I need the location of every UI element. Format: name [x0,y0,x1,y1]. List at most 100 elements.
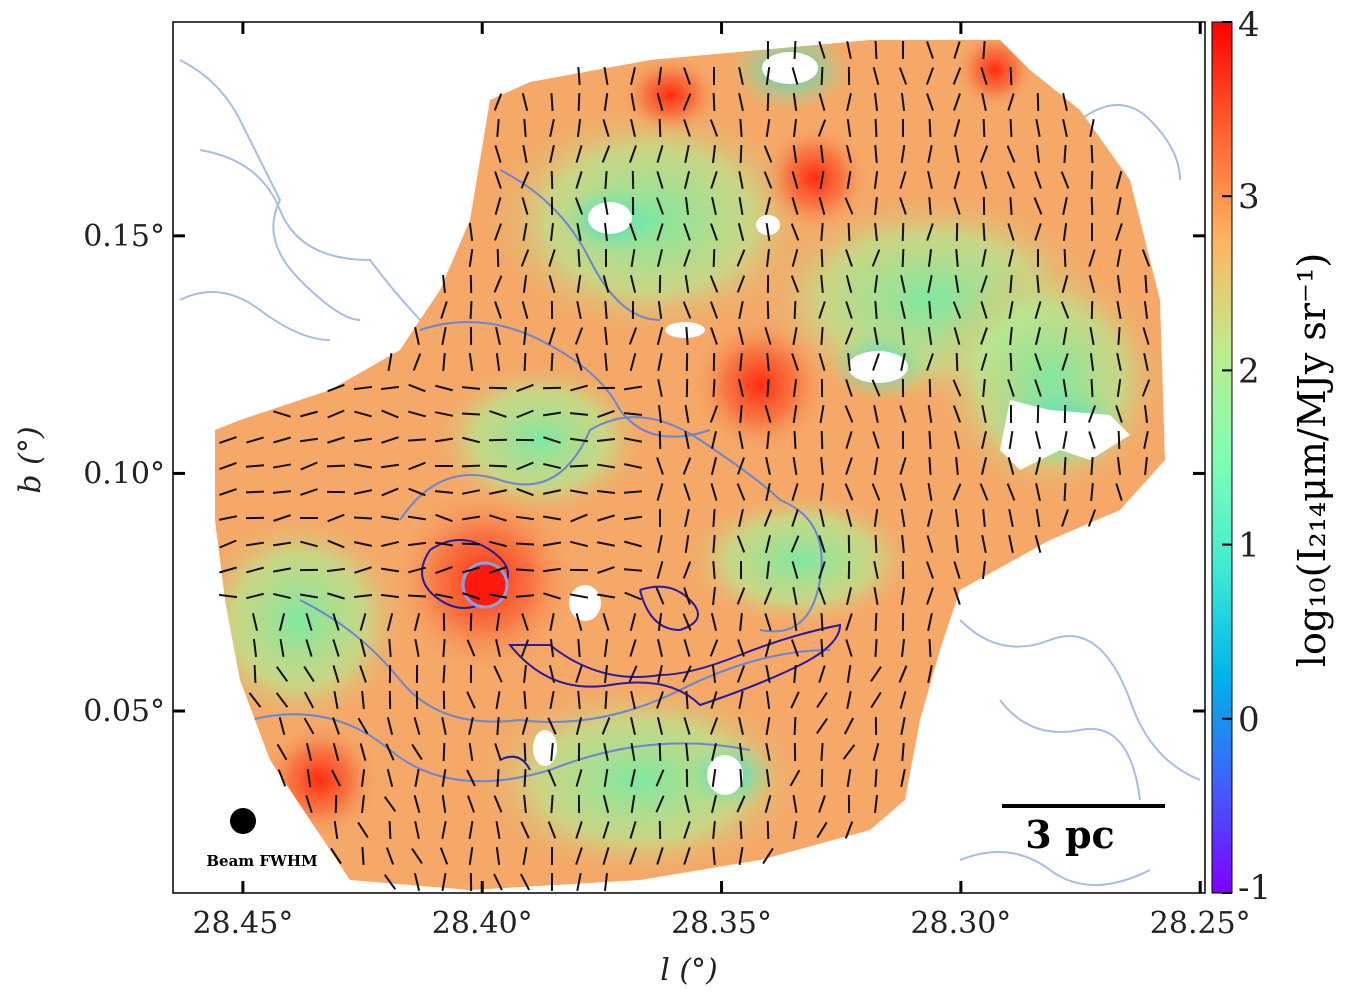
vector [467,795,475,813]
vector [846,92,852,112]
vector [980,67,988,85]
vector [955,352,959,372]
vector [684,508,690,528]
vector [764,197,772,215]
vector [442,664,446,684]
vector [683,587,691,605]
vector [441,872,447,892]
vector [874,534,878,554]
vector [683,249,691,267]
vector [818,561,826,579]
vector [738,300,744,320]
vector [928,456,932,476]
vector [628,665,638,683]
vector [1090,144,1094,164]
vector [845,509,853,527]
vector [494,145,502,163]
vector [515,515,535,521]
vector [657,612,663,632]
vector [738,717,744,735]
vector [709,301,719,319]
vector [602,613,610,631]
vector [253,664,257,684]
vector [1009,196,1013,216]
vector [927,248,933,268]
vector [738,92,744,112]
vector [574,197,584,215]
vector [737,379,745,397]
vector [549,638,555,658]
vector [820,612,824,632]
vector [547,717,557,735]
vector [597,514,615,522]
vector [434,411,454,417]
vector [982,118,986,138]
vector [441,820,447,840]
vector [383,874,397,890]
beam [230,808,256,834]
vector [494,197,502,215]
vector [1062,378,1068,398]
vector [927,144,933,164]
vector [521,197,529,215]
vector [334,794,338,814]
vector [820,430,824,450]
vector [1089,326,1095,346]
vector [900,768,906,788]
vector [792,92,798,112]
vector [385,743,395,761]
vector [1063,248,1067,268]
vector [327,539,345,549]
vector [461,412,481,416]
vector [629,223,637,241]
vector [684,404,690,424]
vector [493,665,503,683]
vector [1088,431,1096,449]
vector [575,613,583,631]
vector [299,593,319,599]
vector [569,412,589,416]
colorbar-tick-label: 4 [1238,5,1260,45]
vector [333,820,339,840]
vector [332,613,340,631]
vector [327,436,345,444]
vector [441,326,447,346]
vector [466,639,476,657]
vector [818,535,826,553]
vector [521,717,529,735]
vector [846,690,852,710]
vector [1034,431,1042,449]
vector [791,353,799,371]
vector [629,821,637,839]
vector [791,483,799,501]
vector [682,93,692,111]
vector [523,352,527,372]
vector [926,353,934,371]
vector [738,170,744,190]
vector [816,718,828,734]
vector [874,768,878,788]
vector [357,821,369,839]
vector [764,613,772,631]
vector [383,796,397,812]
vector [818,353,826,371]
vector [872,743,880,761]
vector [542,411,562,417]
vector [765,66,771,86]
vector [712,92,716,112]
vector [381,436,399,444]
vector [1006,171,1016,189]
vector [630,794,636,814]
vector [246,592,264,600]
vector [461,489,481,495]
vector [874,638,878,658]
vector [1035,118,1041,138]
vector [926,223,934,241]
vector [624,591,642,601]
vector [683,171,691,189]
vector [820,248,824,268]
vector [710,795,718,813]
vector [629,613,637,631]
vector [712,820,716,840]
vector [520,171,530,189]
